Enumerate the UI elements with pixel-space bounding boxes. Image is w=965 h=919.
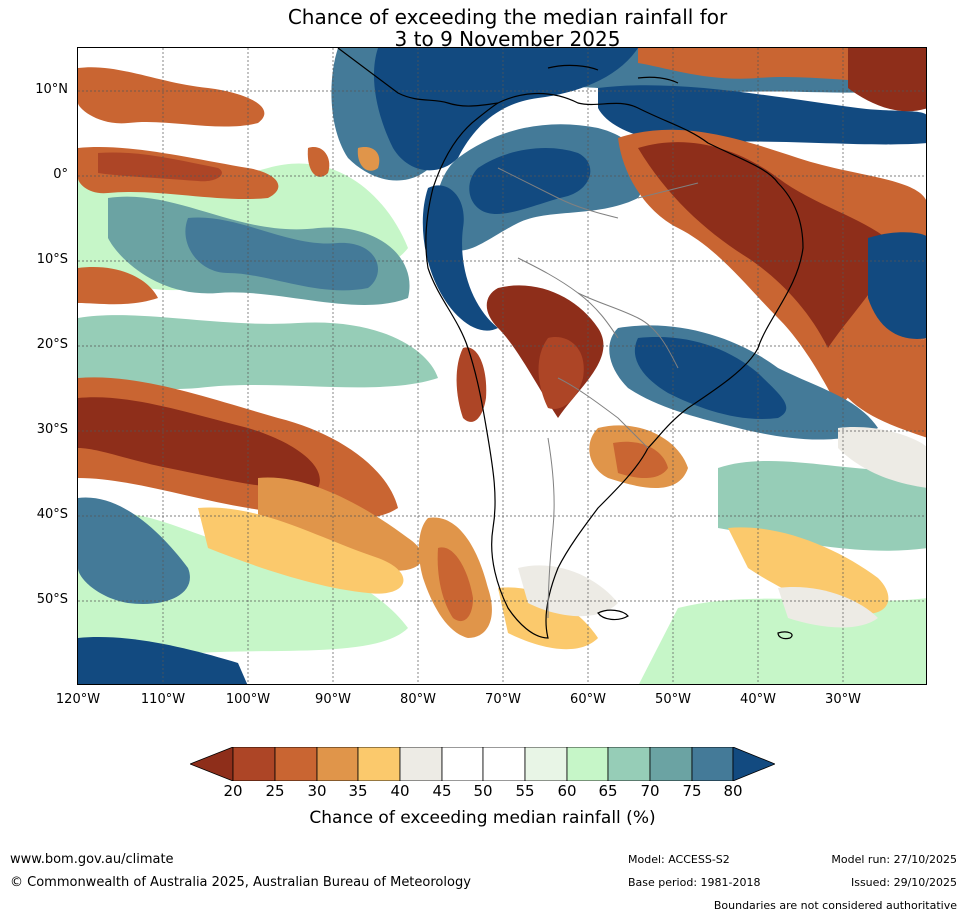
footer-copyright: © Commonwealth of Australia 2025, Austra… (10, 875, 471, 890)
colorbar-tick-20: 20 (223, 782, 243, 800)
lon-label-60w: 60°W (570, 692, 606, 707)
colorbar-tick-40: 40 (390, 782, 410, 800)
colorbar-50-55 (482, 747, 526, 781)
colorbar-tick-75: 75 (682, 782, 702, 800)
lon-label-70w: 70°W (485, 692, 521, 707)
colorbar-above-80 (732, 747, 775, 781)
lat-label-10n: 10°N (35, 82, 68, 97)
colorbar-tick-55: 55 (515, 782, 535, 800)
colorbar (190, 747, 775, 781)
lon-label-30w: 30°W (825, 692, 861, 707)
lat-label-30s: 30°S (36, 422, 68, 437)
colorbar-tick-50: 50 (473, 782, 493, 800)
footer-url: www.bom.gov.au/climate (10, 852, 174, 867)
colorbar-below-20 (190, 747, 234, 781)
lon-label-110w: 110°W (140, 692, 186, 707)
footer-base-period: Base period: 1981-2018 (628, 876, 761, 889)
footer-disclaimer: Boundaries are not considered authoritat… (713, 899, 957, 912)
colorbar-70-75 (649, 747, 693, 781)
graticule (78, 48, 926, 684)
colorbar-label: Chance of exceeding median rainfall (%) (309, 808, 656, 828)
colorbar-20-25 (232, 747, 276, 781)
lon-label-90w: 90°W (315, 692, 351, 707)
lat-label-50s: 50°S (36, 592, 68, 607)
colorbar-tick-80: 80 (723, 782, 743, 800)
colorbar-30-35 (316, 747, 359, 781)
map-title-line-1: Chance of exceeding the median rainfall … (287, 5, 728, 29)
lon-label-100w: 100°W (225, 692, 271, 707)
colorbar-75-80 (691, 747, 734, 781)
footer-model: Model: ACCESS-S2 (628, 853, 730, 866)
colorbar-35-40 (357, 747, 401, 781)
lon-label-120w: 120°W (55, 692, 101, 707)
lon-label-80w: 80°W (400, 692, 436, 707)
colorbar-tick-25: 25 (265, 782, 285, 800)
lat-label-0: 0° (53, 167, 68, 182)
map-title-line-2: 3 to 9 November 2025 (394, 27, 621, 51)
lat-label-40s: 40°S (36, 507, 68, 522)
colorbar-tick-70: 70 (640, 782, 660, 800)
colorbar-25-30 (274, 747, 318, 781)
colorbar-tick-60: 60 (557, 782, 577, 800)
footer-model-run: Model run: 27/10/2025 (831, 853, 957, 866)
colorbar-55-60 (524, 747, 568, 781)
colorbar-tick-65: 65 (598, 782, 618, 800)
colorbar-tick-30: 30 (307, 782, 327, 800)
colorbar-65-70 (607, 747, 651, 781)
lat-label-10s: 10°S (36, 252, 68, 267)
colorbar-60-65 (566, 747, 609, 781)
map-canvas (78, 48, 926, 684)
footer-issued: Issued: 29/10/2025 (850, 876, 957, 889)
colorbar-tick-35: 35 (348, 782, 368, 800)
colorbar-40-45 (399, 747, 443, 781)
coastlines (337, 48, 804, 640)
country-boundaries (497, 167, 699, 619)
lat-label-20s: 20°S (36, 337, 68, 352)
lon-label-50w: 50°W (655, 692, 691, 707)
colorbar-tick-45: 45 (432, 782, 452, 800)
rainfall-probability-map (77, 47, 927, 685)
lon-label-40w: 40°W (740, 692, 776, 707)
colorbar-45-50 (441, 747, 484, 781)
probability-field (78, 48, 926, 684)
